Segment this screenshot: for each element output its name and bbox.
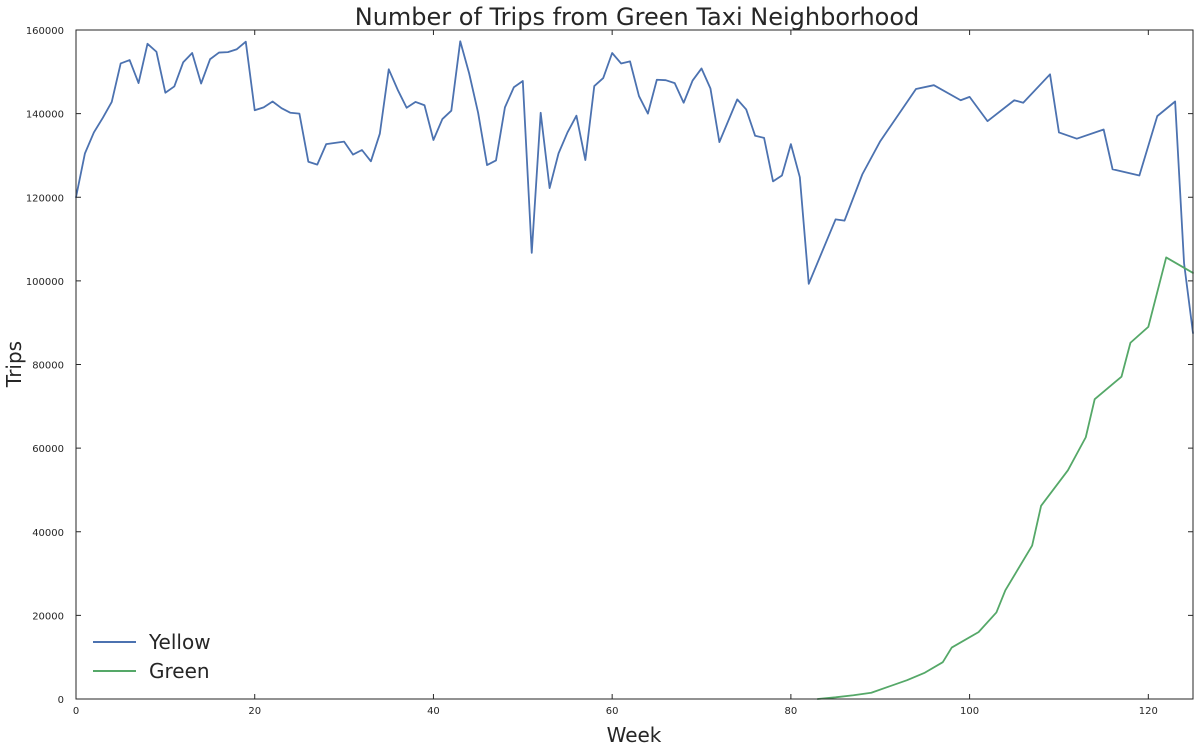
- x-tick-label: 60: [606, 706, 619, 717]
- y-tick-label: 120000: [26, 193, 64, 204]
- series-line-green: [816, 256, 1194, 700]
- y-tick-label: 0: [58, 695, 64, 706]
- x-tick-label: 40: [427, 706, 440, 717]
- series-line-yellow: [75, 40, 1194, 335]
- y-tick-label: 100000: [26, 277, 64, 288]
- y-tick-label: 80000: [32, 361, 64, 372]
- legend-label-green: Green: [149, 659, 210, 683]
- ticks-layer: 0 20 40 60 80 100 120 0 20000 40000 60000 80000 1000…: [26, 26, 1193, 717]
- legend-label-yellow: Yellow: [148, 630, 211, 654]
- y-axis-label: Trips: [2, 341, 26, 388]
- y-tick-label: 40000: [32, 528, 64, 539]
- x-tick-label: 0: [73, 706, 79, 717]
- x-tick-label: 20: [248, 706, 261, 717]
- x-tick-label: 120: [1139, 706, 1158, 717]
- y-tick-label: 60000: [32, 444, 64, 455]
- series-layer: [75, 40, 1194, 700]
- x-tick-label: 80: [785, 706, 798, 717]
- x-tick-label: 100: [960, 706, 979, 717]
- y-tick-label: 20000: [32, 611, 64, 622]
- y-tick-label: 140000: [26, 110, 64, 121]
- chart-title: Number of Trips from Green Taxi Neighbor…: [355, 3, 920, 31]
- x-axis-label: Week: [607, 723, 662, 747]
- legend: Yellow Green: [93, 630, 211, 683]
- plot-frame: [75, 29, 1194, 700]
- y-tick-label: 160000: [26, 26, 64, 37]
